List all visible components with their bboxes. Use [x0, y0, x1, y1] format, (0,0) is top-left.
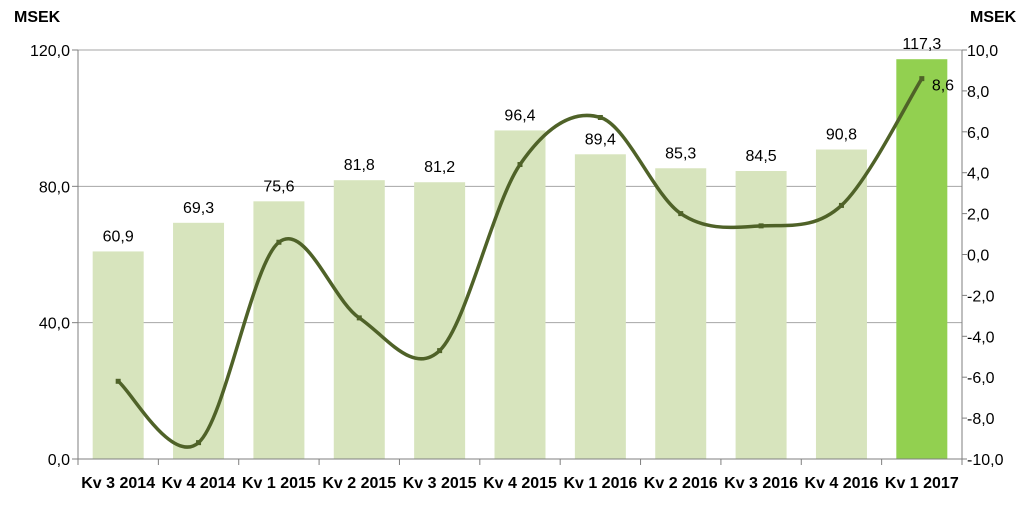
line-path: [116, 76, 924, 449]
data-labels: 60,9 69,3 75,6 81,8 81,2 96,4 89,4 85,3 84,5 90,8…: [103, 36, 955, 245]
line-point: [517, 162, 523, 168]
category-label: Kv 2 2016: [644, 475, 718, 492]
bar-value-label: 69,3: [183, 200, 214, 217]
category-label: Kv 4 2015: [483, 475, 557, 492]
line-point: [678, 211, 684, 217]
right-tick-label: 6,0: [967, 125, 989, 142]
bar: [655, 168, 707, 459]
bar: [815, 149, 867, 460]
line-point: [276, 239, 282, 245]
category-label: Kv 3 2016: [724, 475, 798, 492]
line-value-label: 8,6: [932, 78, 954, 95]
line-point: [196, 440, 202, 446]
left-tick-label: 120,0: [30, 43, 70, 60]
category-label: Kv 3 2014: [81, 475, 155, 492]
right-tick-label: -8,0: [967, 411, 995, 428]
right-tick-label: -4,0: [967, 329, 995, 346]
bar-value-label: 96,4: [504, 107, 535, 124]
bar: [494, 130, 546, 460]
line-point: [115, 378, 121, 384]
category-label: Kv 4 2016: [805, 475, 879, 492]
bar-value-label: 89,4: [585, 131, 616, 148]
right-tick-label: 0,0: [967, 248, 989, 265]
category-label: Kv 4 2014: [162, 475, 236, 492]
line-point: [919, 76, 925, 82]
bar: [574, 154, 626, 460]
bar-value-label: 81,2: [424, 159, 455, 176]
right-axis-title: MSEK: [970, 9, 1017, 26]
line-point: [838, 202, 844, 208]
bar: [735, 170, 787, 459]
bar-value-label: 117,3: [902, 36, 941, 53]
line-series: [115, 76, 925, 449]
left-axis-title: MSEK: [14, 9, 61, 26]
line-point: [758, 223, 764, 229]
bar: [173, 222, 225, 459]
bar-value-label: 84,5: [746, 148, 777, 165]
category-label: Kv 1 2016: [563, 475, 637, 492]
line-point: [356, 315, 362, 321]
left-tick-label: 80,0: [39, 179, 70, 196]
bar-value-label: 75,6: [263, 178, 294, 195]
right-tick-label: 10,0: [967, 43, 998, 60]
bar-value-label: 90,8: [826, 127, 857, 144]
left-tick-label: 0,0: [48, 452, 70, 469]
right-tick-label: 4,0: [967, 166, 989, 183]
right-tick-label: -2,0: [967, 288, 995, 305]
category-label: Kv 1 2017: [885, 475, 959, 492]
bar-value-label: 85,3: [665, 145, 696, 162]
category-label: Kv 3 2015: [403, 475, 477, 492]
right-tick-label: -6,0: [967, 370, 995, 387]
bar: [896, 59, 948, 459]
right-tick-label: -10,0: [967, 452, 1004, 469]
line-point: [597, 114, 603, 120]
left-tick-label: 40,0: [39, 316, 70, 333]
category-label: Kv 2 2015: [322, 475, 396, 492]
axes: 0,0 40,0 80,0 120,0 -10,0 -8,0 -6,0 -4,0 -2,0 0,0…: [30, 43, 1004, 492]
right-tick-label: 2,0: [967, 207, 989, 224]
category-label: Kv 1 2015: [242, 475, 316, 492]
line-point: [437, 348, 443, 354]
bar: [92, 251, 144, 459]
right-tick-label: 8,0: [967, 84, 989, 101]
bar-value-label: 60,9: [103, 228, 134, 245]
bar-value-label: 81,8: [344, 157, 375, 174]
